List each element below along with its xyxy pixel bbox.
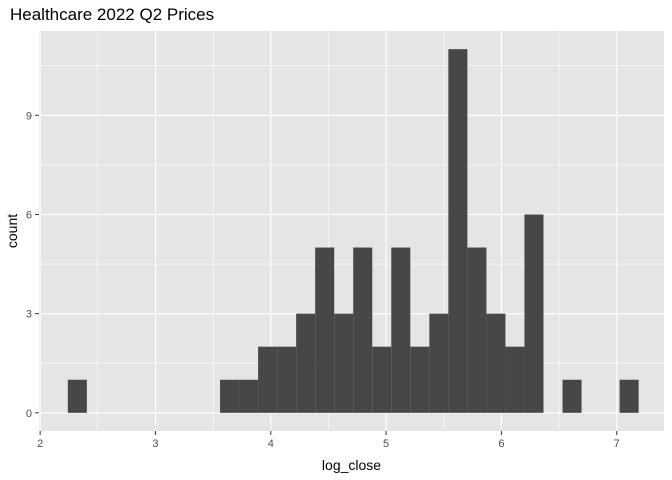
chart-title: Healthcare 2022 Q2 Prices bbox=[10, 5, 214, 24]
y-tick-label: 3 bbox=[26, 309, 32, 321]
x-tick-label: 3 bbox=[152, 438, 158, 450]
histogram-bar bbox=[410, 346, 430, 413]
histogram-bar bbox=[239, 379, 259, 413]
histogram-bar bbox=[429, 313, 449, 413]
x-tick-label: 6 bbox=[498, 438, 504, 450]
histogram-bar bbox=[296, 313, 316, 413]
x-tick-label: 7 bbox=[614, 438, 620, 450]
histogram-bar bbox=[524, 214, 544, 413]
histogram-bar bbox=[619, 379, 639, 413]
y-tick-label: 9 bbox=[26, 110, 32, 122]
histogram-bar bbox=[372, 346, 392, 413]
histogram-bar bbox=[391, 247, 411, 413]
histogram-bar bbox=[220, 379, 240, 413]
histogram-bar bbox=[258, 346, 278, 413]
x-tick-label: 2 bbox=[37, 438, 43, 450]
histogram-bar bbox=[448, 49, 468, 413]
histogram-bar bbox=[315, 247, 335, 413]
y-axis: 0 3 6 9 bbox=[26, 110, 39, 420]
histogram-bar bbox=[277, 346, 297, 413]
histogram-bar bbox=[334, 313, 354, 413]
histogram-bar bbox=[562, 379, 582, 413]
histogram-bars bbox=[67, 49, 639, 413]
y-axis-title: count bbox=[4, 214, 20, 248]
histogram-bar bbox=[505, 346, 525, 413]
x-axis-title: log_close bbox=[322, 457, 381, 473]
major-gridlines bbox=[39, 31, 664, 431]
x-tick-label: 5 bbox=[383, 438, 389, 450]
histogram-bar bbox=[353, 247, 373, 413]
histogram-bar bbox=[486, 313, 506, 413]
y-tick-label: 6 bbox=[26, 209, 32, 221]
x-axis: 2 3 4 5 6 7 bbox=[37, 431, 620, 450]
histogram-bar bbox=[467, 247, 487, 413]
histogram-bar bbox=[67, 379, 87, 413]
y-tick-label: 0 bbox=[26, 408, 32, 420]
x-tick-label: 4 bbox=[268, 438, 274, 450]
